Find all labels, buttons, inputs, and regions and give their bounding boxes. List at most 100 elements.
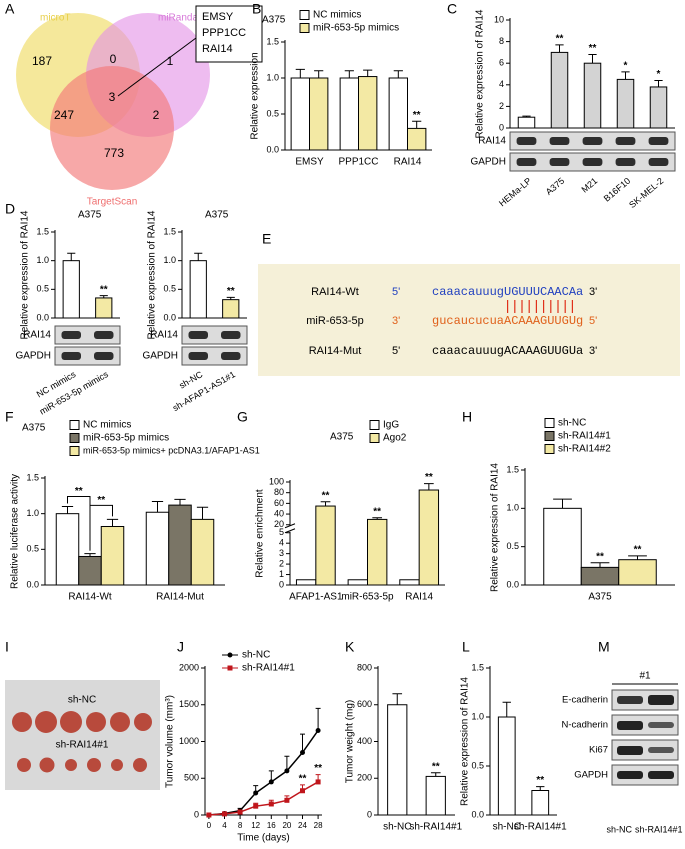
subtitle: A375 — [22, 423, 46, 434]
error-bar — [226, 296, 235, 300]
bar — [550, 51, 569, 129]
x-tick-label: sh-AFAP1-AS1#1 — [171, 369, 237, 413]
y-tick-label: 3 — [279, 548, 284, 558]
y-tick-label: 1.5 — [26, 472, 39, 482]
y-tick-label: 1000 — [179, 736, 199, 746]
legend-swatch — [299, 10, 310, 20]
x-tick-label: HEMa-LP — [497, 176, 533, 209]
panel-letter: E — [262, 231, 271, 247]
point — [284, 768, 290, 774]
error-bar — [628, 555, 647, 560]
region-count: 187 — [32, 54, 52, 68]
set-label: TargetScan — [87, 197, 138, 208]
bar — [100, 526, 125, 586]
set-label: microT — [40, 13, 71, 24]
point — [268, 779, 274, 785]
significance: ** — [596, 551, 604, 562]
legend-label: sh-RAI14#1 — [558, 431, 611, 442]
y-tick-label: 1.5 — [266, 36, 279, 46]
photo-background — [5, 680, 160, 790]
legend-label: NC mimics — [83, 420, 131, 431]
sequence: caaacauuugUGUUUCAACAa — [432, 285, 583, 299]
x-tick-label: 16 — [267, 821, 276, 830]
blot-row — [54, 346, 121, 366]
blot-band — [61, 331, 81, 339]
y-tick-label: 60 — [274, 498, 284, 508]
region-count: 773 — [104, 146, 124, 160]
y-axis-label: Relative enrichment — [255, 489, 266, 578]
blot-band — [648, 158, 669, 166]
y-axis-label: Relative expression of RAI14 — [147, 210, 158, 339]
bar — [290, 77, 310, 151]
region-count: 3 — [109, 90, 116, 104]
y-tick-label: 5 — [279, 527, 284, 537]
panel-letter: K — [345, 639, 355, 655]
row-name: miR-653-5p — [306, 315, 363, 327]
bar — [517, 116, 536, 129]
significance: ** — [322, 490, 330, 501]
row-name: RAI14-Mut — [309, 345, 362, 357]
x-tick-label: M21 — [579, 176, 599, 195]
error-bar — [412, 120, 422, 129]
significance: ** — [227, 286, 235, 297]
axis-break-mark — [284, 523, 296, 534]
y-tick-label: 20 — [274, 519, 284, 529]
legend-label: IgG — [383, 420, 399, 431]
protein-label: E-cadherin — [562, 695, 608, 706]
y-tick-label: 0.0 — [26, 579, 39, 589]
bar — [399, 579, 420, 586]
gene-box — [195, 5, 263, 63]
panel-letter: H — [462, 409, 472, 425]
group-label: sh-RAI14#1 — [56, 740, 109, 751]
blot-band — [94, 352, 114, 360]
y-axis-label: Tumor volume (mm³) — [165, 695, 176, 788]
legend-label: sh-NC — [242, 650, 270, 661]
error-bar — [393, 70, 403, 78]
sequence-box — [258, 264, 680, 376]
y-tick-label: 500 — [184, 773, 199, 783]
sequence-panel: E RAI14-Wt 5' caaacauuugUGUUUCAACAa 3' m… — [258, 231, 680, 376]
blot-row — [54, 325, 121, 345]
point — [284, 797, 290, 803]
x-tick-label: EMSY — [295, 157, 324, 168]
error-bar — [363, 69, 373, 77]
protein-label: Ki67 — [589, 745, 608, 756]
x-tick-label: RAI14 — [394, 157, 422, 168]
gene: EMSY — [202, 11, 234, 23]
panel-letter: L — [462, 639, 470, 655]
error-bar — [588, 54, 597, 64]
y-tick-label: 1.5 — [471, 662, 484, 672]
panel-letter: D — [5, 201, 15, 217]
bar — [407, 127, 427, 151]
error-bar — [590, 562, 610, 568]
y-tick-label: 0.5 — [266, 108, 279, 118]
blot-band — [188, 352, 208, 360]
legend-label: miR-653-5p mimics — [83, 433, 169, 444]
y-axis-label: Relative expression of RAI14 — [460, 677, 471, 806]
y-tick-label: 0.0 — [506, 579, 519, 589]
series-line — [208, 781, 319, 816]
y-tick-label: 0.5 — [506, 541, 519, 551]
end-label: 3' — [589, 286, 597, 298]
blot-label: GAPDH — [470, 157, 506, 168]
y-tick-label: 1.5 — [506, 464, 519, 474]
pairing-lines — [507, 300, 574, 313]
legend-swatch — [544, 418, 555, 428]
end-label: 5' — [589, 315, 597, 327]
legend-swatch — [299, 23, 310, 33]
significance: ** — [556, 33, 564, 44]
legend-swatch — [69, 420, 80, 430]
y-tick-label: 0.5 — [26, 544, 39, 554]
error-bar — [295, 68, 305, 78]
bar — [78, 555, 102, 586]
y-tick-label: 0 — [499, 122, 504, 132]
significance: ** — [373, 506, 381, 517]
blot-label: GAPDH — [15, 351, 51, 362]
point — [315, 779, 321, 785]
y-tick-label: 1 — [279, 569, 284, 579]
x-tick-label: 0 — [207, 821, 212, 830]
y-tick-label: 0.0 — [471, 809, 484, 819]
y-tick-label: 80 — [274, 487, 284, 497]
point — [253, 790, 259, 796]
